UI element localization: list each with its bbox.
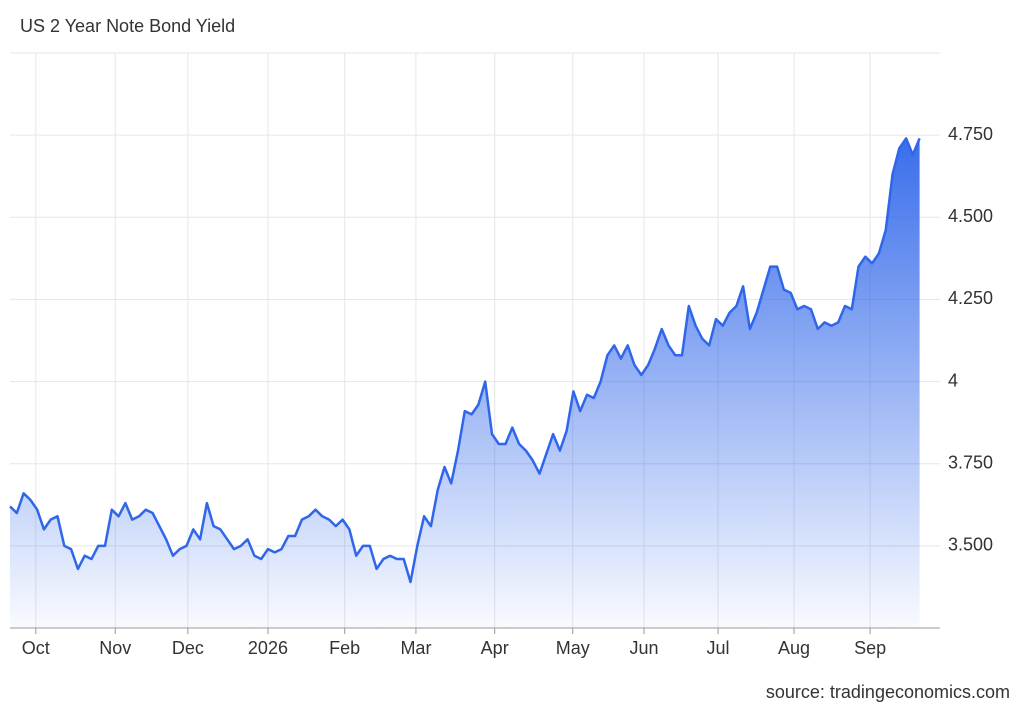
source: source: tradingeconomics.com [766, 682, 1010, 702]
y-tick-label: 4.750 [948, 124, 993, 144]
y-tick-label: 4 [948, 370, 958, 390]
x-tick-label: Oct [22, 638, 50, 658]
x-tick-label: Sep [854, 638, 886, 658]
x-tick-label: 2026 [248, 638, 288, 658]
x-tick-label: Aug [778, 638, 810, 658]
y-tick-label: 3.750 [948, 452, 993, 472]
x-tick-label: May [556, 638, 590, 658]
x-tick-label: Apr [481, 638, 509, 658]
x-tick-label: Mar [400, 638, 431, 658]
line [9, 137, 921, 584]
x-tick-label: Feb [329, 638, 360, 658]
y-tick-label: 3.500 [948, 535, 993, 555]
x-tick-label: Jul [707, 638, 730, 658]
area [10, 138, 920, 628]
x-tick-label: Nov [99, 638, 131, 658]
x-tick-label: Dec [172, 638, 204, 658]
chart-title: US 2 Year Note Bond Yield [20, 16, 235, 36]
y-tick-label: 4.500 [948, 206, 993, 226]
x-tick-label: Jun [630, 638, 659, 658]
y-tick-label: 4.250 [948, 288, 993, 308]
